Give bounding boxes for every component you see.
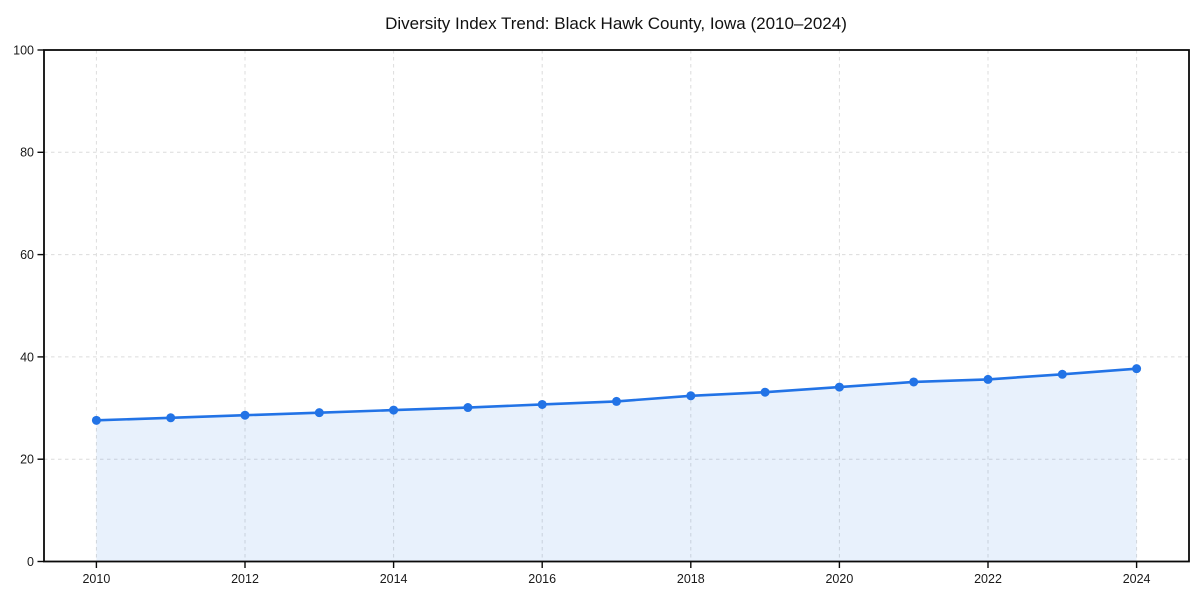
x-tick-label: 2020	[825, 572, 853, 586]
x-tick-label: 2024	[1123, 572, 1151, 586]
x-tick-label: 2010	[82, 572, 110, 586]
y-tick-label: 100	[13, 43, 34, 57]
x-tick-label: 2012	[231, 572, 259, 586]
x-tick-label: 2016	[528, 572, 556, 586]
data-point-2010	[91, 415, 101, 425]
area-fill	[96, 368, 1137, 562]
x-tick-label: 2022	[974, 572, 1002, 586]
data-point-2012	[240, 410, 250, 420]
data-point-2021	[909, 377, 919, 387]
y-tick-label: 80	[20, 146, 34, 160]
y-tick-label: 20	[20, 453, 34, 467]
data-point-2013	[314, 408, 324, 418]
data-point-2018	[686, 391, 696, 401]
data-point-2019	[760, 387, 770, 397]
y-tick-label: 40	[20, 350, 34, 364]
y-tick-label: 0	[27, 555, 34, 569]
y-tick-label: 60	[20, 248, 34, 262]
data-point-2016	[537, 399, 547, 409]
data-point-2020	[834, 382, 844, 392]
data-point-2014	[389, 405, 399, 415]
plot-area: 0 20 40 60 80 100 2010 2012 2014 2016 2018 2020 2022…	[13, 43, 1190, 586]
data-point-2024	[1132, 364, 1142, 374]
data-point-2022	[983, 374, 993, 384]
data-point-2015	[463, 403, 473, 413]
data-point-2017	[612, 396, 621, 406]
x-tick-label: 2018	[677, 572, 705, 586]
plot-border	[43, 49, 1190, 563]
data-point-2023	[1057, 369, 1067, 379]
x-tick-label: 2014	[380, 572, 408, 586]
chart-title: Diversity Index Trend: Black Hawk County…	[385, 14, 847, 33]
data-point-2011	[166, 413, 176, 423]
